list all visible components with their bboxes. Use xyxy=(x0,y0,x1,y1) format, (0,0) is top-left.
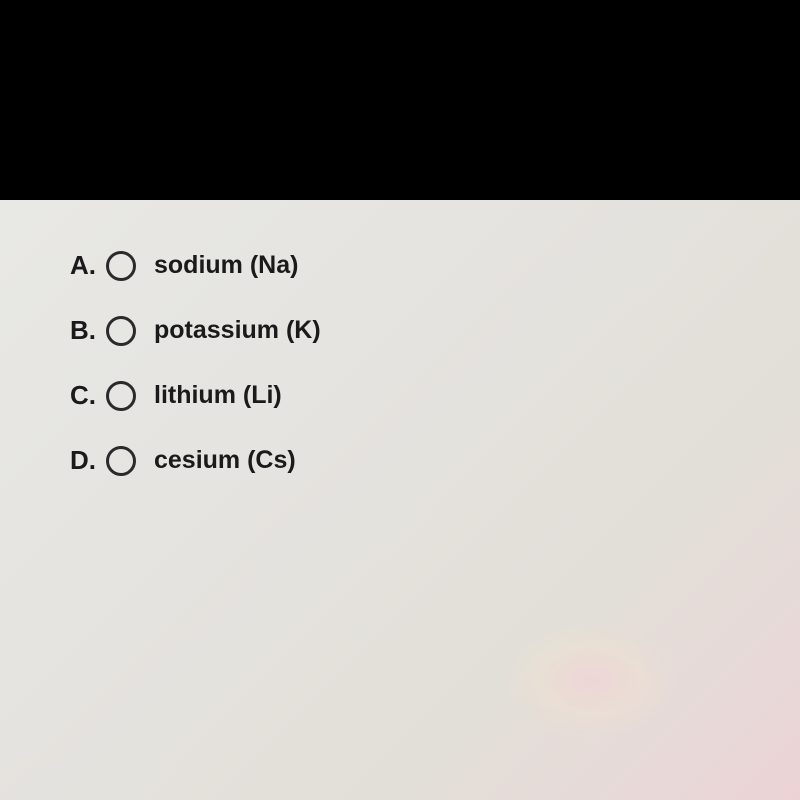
option-label: lithium (Li) xyxy=(154,381,282,410)
option-label: potassium (K) xyxy=(154,316,321,345)
option-row[interactable]: C. lithium (Li) xyxy=(70,380,760,411)
option-row[interactable]: A. sodium (Na) xyxy=(70,250,760,281)
option-letter: C. xyxy=(70,380,98,411)
option-label: cesium (Cs) xyxy=(154,446,296,475)
radio-unchecked-icon[interactable] xyxy=(106,381,136,411)
radio-unchecked-icon[interactable] xyxy=(106,446,136,476)
screen-glare xyxy=(500,620,680,740)
answer-area: A. sodium (Na) B. potassium (K) C. lithi… xyxy=(0,200,800,800)
option-row[interactable]: B. potassium (K) xyxy=(70,315,760,346)
option-letter: A. xyxy=(70,250,98,281)
option-row[interactable]: D. cesium (Cs) xyxy=(70,445,760,476)
option-letter: D. xyxy=(70,445,98,476)
option-label: sodium (Na) xyxy=(154,251,298,280)
option-letter: B. xyxy=(70,315,98,346)
radio-unchecked-icon[interactable] xyxy=(106,251,136,281)
radio-unchecked-icon[interactable] xyxy=(106,316,136,346)
